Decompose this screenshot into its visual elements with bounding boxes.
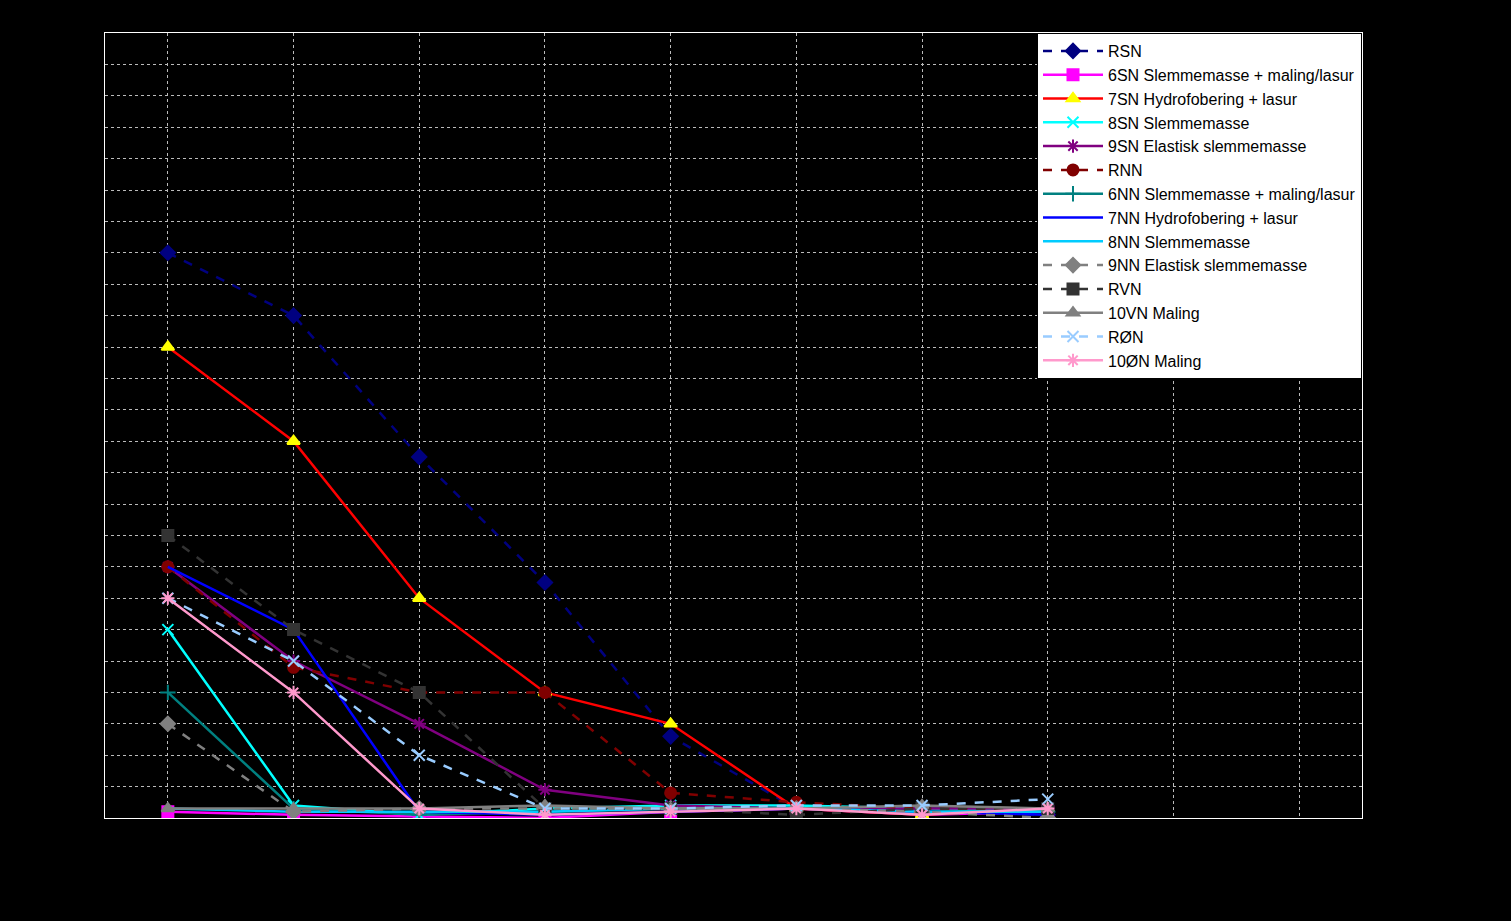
svg-text:6SN Slemmemasse + maling/lasur: 6SN Slemmemasse + maling/lasur <box>1108 67 1355 84</box>
svg-text:9NN Elastisk slemmemasse: 9NN Elastisk slemmemasse <box>1108 257 1307 274</box>
svg-text:10VN Maling: 10VN Maling <box>1108 305 1200 322</box>
svg-text:8NN Slemmemasse: 8NN Slemmemasse <box>1108 234 1250 251</box>
svg-text:8SN Slemmemasse: 8SN Slemmemasse <box>1108 115 1249 132</box>
svg-text:6NN Slemmemasse + maling/lasur: 6NN Slemmemasse + maling/lasur <box>1108 186 1355 203</box>
svg-text:RVN: RVN <box>1108 281 1142 298</box>
svg-text:RSN: RSN <box>1108 43 1142 60</box>
svg-text:9SN Elastisk slemmemasse: 9SN Elastisk slemmemasse <box>1108 138 1306 155</box>
svg-text:7SN Hydrofobering + lasur: 7SN Hydrofobering + lasur <box>1108 91 1298 108</box>
svg-text:RNN: RNN <box>1108 162 1143 179</box>
svg-text:RØN: RØN <box>1108 329 1144 346</box>
svg-text:7NN Hydrofobering + lasur: 7NN Hydrofobering + lasur <box>1108 210 1299 227</box>
svg-text:10ØN Maling: 10ØN Maling <box>1108 353 1201 370</box>
